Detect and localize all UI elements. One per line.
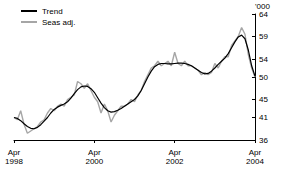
svg-text:Trend: Trend bbox=[42, 7, 63, 16]
svg-text:45: 45 bbox=[259, 95, 268, 104]
svg-text:Apr: Apr bbox=[249, 148, 262, 157]
svg-text:2002: 2002 bbox=[166, 157, 184, 166]
svg-text:Apr: Apr bbox=[8, 148, 21, 157]
svg-text:Seas adj.: Seas adj. bbox=[42, 18, 75, 27]
svg-text:36: 36 bbox=[259, 136, 268, 145]
svg-text:Apr: Apr bbox=[88, 148, 101, 157]
svg-text:59: 59 bbox=[259, 32, 268, 41]
svg-text:50: 50 bbox=[259, 73, 268, 82]
svg-text:41: 41 bbox=[259, 113, 268, 122]
svg-text:64: 64 bbox=[259, 10, 268, 19]
svg-text:2000: 2000 bbox=[85, 157, 103, 166]
svg-text:2004: 2004 bbox=[246, 157, 264, 166]
svg-text:Apr: Apr bbox=[168, 148, 181, 157]
svg-text:'000: '000 bbox=[255, 1, 270, 11]
svg-text:1998: 1998 bbox=[5, 157, 23, 166]
svg-text:54: 54 bbox=[259, 55, 268, 64]
